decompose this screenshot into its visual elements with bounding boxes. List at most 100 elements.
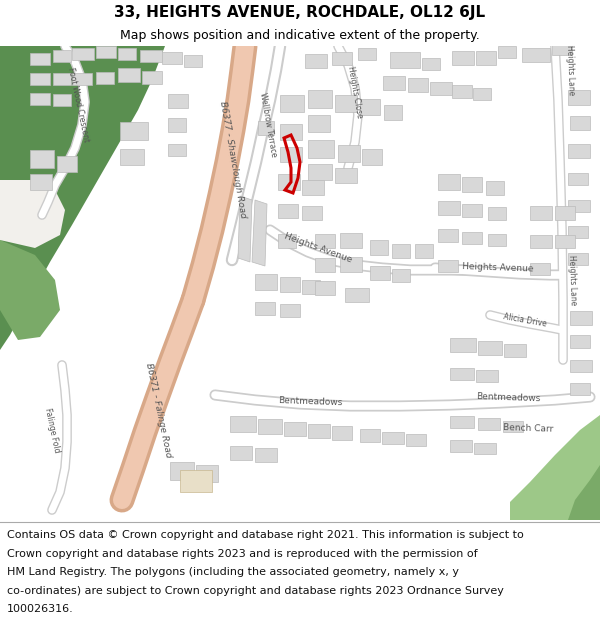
- Polygon shape: [503, 421, 523, 432]
- Polygon shape: [498, 46, 516, 58]
- Polygon shape: [570, 383, 590, 395]
- Polygon shape: [568, 226, 588, 238]
- Polygon shape: [120, 122, 148, 140]
- Polygon shape: [406, 434, 426, 446]
- Polygon shape: [180, 470, 212, 492]
- Polygon shape: [315, 281, 335, 295]
- Polygon shape: [530, 263, 550, 275]
- Polygon shape: [284, 422, 306, 436]
- Polygon shape: [120, 149, 144, 165]
- Polygon shape: [570, 311, 592, 325]
- Polygon shape: [452, 85, 472, 98]
- Polygon shape: [332, 426, 352, 440]
- Polygon shape: [462, 204, 482, 217]
- Polygon shape: [335, 168, 357, 183]
- Polygon shape: [0, 180, 65, 248]
- Polygon shape: [315, 234, 335, 248]
- Text: Contains OS data © Crown copyright and database right 2021. This information is : Contains OS data © Crown copyright and d…: [7, 531, 524, 541]
- Polygon shape: [422, 58, 440, 70]
- Polygon shape: [392, 244, 410, 258]
- Polygon shape: [360, 429, 380, 442]
- Polygon shape: [255, 302, 275, 315]
- Polygon shape: [430, 82, 452, 95]
- Polygon shape: [392, 269, 410, 282]
- Polygon shape: [96, 72, 114, 84]
- Text: HM Land Registry. The polygons (including the associated geometry, namely x, y: HM Land Registry. The polygons (includin…: [7, 568, 459, 578]
- Polygon shape: [315, 258, 335, 272]
- Polygon shape: [568, 465, 600, 520]
- Polygon shape: [278, 234, 296, 248]
- Polygon shape: [383, 76, 405, 90]
- Polygon shape: [462, 232, 482, 244]
- Polygon shape: [258, 419, 282, 434]
- Polygon shape: [30, 73, 50, 85]
- Polygon shape: [280, 95, 304, 112]
- Polygon shape: [488, 234, 506, 246]
- Text: Wellbrow Terrace: Wellbrow Terrace: [258, 92, 278, 158]
- Polygon shape: [0, 100, 80, 190]
- Polygon shape: [552, 43, 572, 55]
- Polygon shape: [568, 90, 590, 105]
- Polygon shape: [452, 51, 474, 65]
- Polygon shape: [308, 164, 332, 180]
- Polygon shape: [338, 145, 360, 162]
- Polygon shape: [278, 174, 300, 190]
- Polygon shape: [168, 94, 188, 108]
- Polygon shape: [230, 446, 252, 460]
- Text: Crown copyright and database rights 2023 and is reproduced with the permission o: Crown copyright and database rights 2023…: [7, 549, 478, 559]
- Polygon shape: [340, 233, 362, 248]
- Polygon shape: [30, 93, 50, 105]
- Text: 100026316.: 100026316.: [7, 604, 74, 614]
- Polygon shape: [308, 90, 332, 108]
- Polygon shape: [168, 118, 186, 132]
- Polygon shape: [53, 94, 71, 106]
- Polygon shape: [570, 360, 592, 372]
- Text: Heights Lane: Heights Lane: [565, 44, 575, 96]
- Polygon shape: [0, 46, 90, 110]
- Polygon shape: [530, 235, 552, 248]
- Text: Bench Carr: Bench Carr: [503, 422, 553, 433]
- Polygon shape: [476, 51, 496, 65]
- Polygon shape: [280, 147, 302, 162]
- Text: co-ordinates) are subject to Crown copyright and database rights 2023 Ordnance S: co-ordinates) are subject to Crown copyr…: [7, 586, 504, 596]
- Polygon shape: [360, 99, 380, 115]
- Polygon shape: [196, 465, 218, 482]
- Polygon shape: [308, 424, 330, 438]
- Polygon shape: [474, 443, 496, 454]
- Polygon shape: [162, 52, 182, 64]
- Polygon shape: [302, 180, 324, 195]
- Polygon shape: [30, 150, 54, 168]
- Polygon shape: [53, 73, 71, 85]
- Polygon shape: [255, 448, 277, 462]
- Polygon shape: [486, 181, 504, 195]
- Polygon shape: [478, 418, 500, 430]
- Text: Heights Avenue: Heights Avenue: [462, 262, 534, 274]
- Polygon shape: [140, 50, 162, 62]
- Polygon shape: [415, 244, 433, 258]
- Polygon shape: [438, 174, 460, 190]
- Polygon shape: [118, 48, 136, 60]
- Polygon shape: [280, 124, 302, 140]
- Polygon shape: [370, 240, 388, 255]
- Polygon shape: [30, 174, 52, 190]
- Polygon shape: [462, 177, 482, 192]
- Polygon shape: [308, 140, 334, 158]
- Polygon shape: [332, 52, 352, 65]
- Polygon shape: [168, 144, 186, 156]
- Polygon shape: [438, 229, 458, 242]
- Polygon shape: [57, 156, 77, 172]
- Text: Falinge Fold: Falinge Fold: [43, 407, 61, 453]
- Polygon shape: [142, 71, 162, 84]
- Polygon shape: [450, 368, 474, 380]
- Polygon shape: [504, 344, 526, 357]
- Polygon shape: [473, 88, 491, 100]
- Polygon shape: [230, 416, 256, 432]
- Polygon shape: [258, 121, 274, 135]
- Polygon shape: [305, 54, 327, 68]
- Polygon shape: [568, 200, 590, 212]
- Polygon shape: [568, 173, 588, 185]
- Text: B6371 - Falinge Road: B6371 - Falinge Road: [143, 362, 172, 458]
- Polygon shape: [450, 338, 476, 352]
- Polygon shape: [390, 52, 420, 68]
- Text: Map shows position and indicative extent of the property.: Map shows position and indicative extent…: [120, 29, 480, 42]
